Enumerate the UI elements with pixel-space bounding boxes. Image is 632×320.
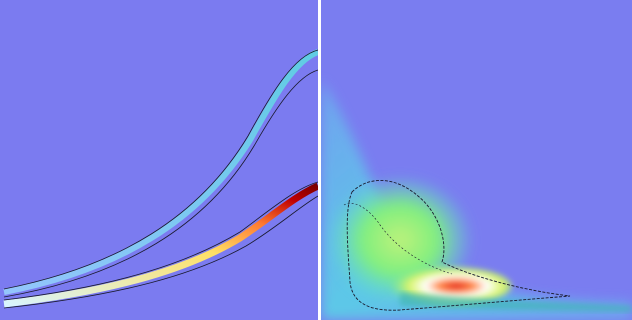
left-upper-contour-inner	[3, 69, 319, 298]
left-upper-band	[3, 49, 320, 295]
right-contour-inner	[343, 202, 453, 275]
left-panel-background	[0, 0, 318, 320]
left-upper-contour-outer	[3, 49, 319, 290]
panel-divider	[318, 0, 321, 320]
right-plume-tail	[400, 292, 632, 312]
right-contour-outer	[346, 180, 571, 311]
left-lower-contour-outer	[3, 181, 319, 301]
left-lower-contour-inner	[3, 195, 319, 309]
left-lower-hot-band	[3, 182, 320, 308]
